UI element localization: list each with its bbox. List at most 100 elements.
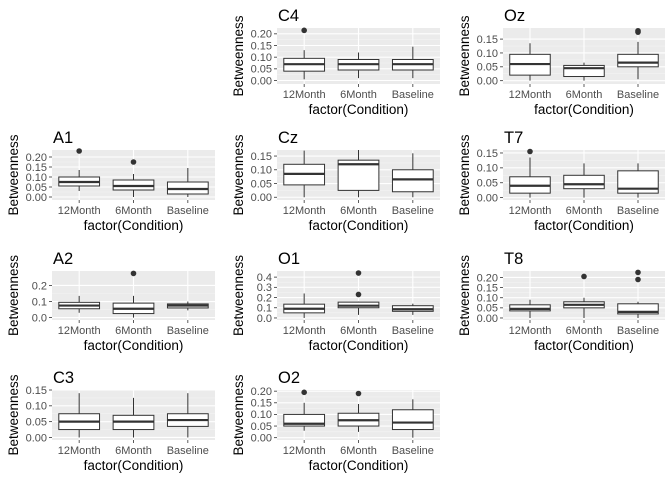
y-tick-label: 0.15 [477,282,498,294]
x-axis-title: factor(Condition) [84,338,184,353]
y-tick-label: 0.15 [251,40,272,52]
x-axis-title: factor(Condition) [309,458,409,473]
x-tick-label: 6Month [340,445,377,457]
y-tick-label: 0.10 [477,293,498,305]
x-tick-label: Baseline [167,325,209,337]
box-6month [563,163,605,198]
y-tick-label: 0.05 [251,64,272,76]
x-tick-label: 12Month [58,325,101,337]
y-tick-label: 0.05 [26,182,47,194]
y-tick-label: 0.20 [251,29,272,41]
y-axis-title: Betweenness [6,374,21,455]
box-baseline [617,27,659,80]
x-tick-label: Baseline [392,205,434,217]
x-tick-label: 6Month [566,325,603,337]
panel-oz: 0.000.05 0.10 0.15 12Month 6Month Baselinefac… [457,7,665,117]
x-tick-label: 12Month [509,89,552,101]
panel-title: O1 [278,250,300,268]
panel-title: Oz [504,7,525,25]
y-tick-label: 0.10 [477,163,498,175]
y-tick-label: 0.0 [32,312,47,324]
y-tick-label: 0.1 [257,303,272,315]
box-baseline [166,393,209,438]
y-tick-label: 0.15 [477,148,498,160]
x-tick-label: 6Month [115,325,152,337]
box-baseline [166,168,209,197]
box-iqr [617,170,659,194]
panel-title: C3 [53,369,74,387]
x-tick-label: 6Month [566,205,603,217]
x-tick-label: 12Month [509,325,552,337]
box-12month [283,150,326,198]
box-12month [58,393,101,438]
x-tick-label: 12Month [58,445,101,457]
box-baseline [391,153,434,198]
y-axis-title: Betweenness [6,255,21,336]
x-tick-label: Baseline [617,205,659,217]
y-tick-label: 0.20 [477,272,498,284]
box-6month [337,150,380,198]
panel-c4: 0.000.050.100.150.20 12Month 6Month Baselin… [231,7,440,117]
x-tick-label: 6Month [566,89,603,101]
box-iqr [283,413,326,427]
y-axis-title: Betweenness [457,15,472,96]
y-tick-label: 0.20 [26,152,47,164]
y-tick-label: 0.00 [477,313,498,325]
x-tick-label: 6Month [340,89,377,101]
x-tick-label: Baseline [392,89,434,101]
y-axis-title: Betweenness [231,15,246,96]
outlier-point [527,148,533,155]
outlier-point [355,291,362,298]
x-tick-label: Baseline [617,89,659,101]
y-tick-label: 0.00 [251,75,272,87]
y-axis-title: Betweenness [457,134,472,215]
x-tick-label: 6Month [115,445,152,457]
outlier-point [581,273,587,280]
y-tick-label: 0.10 [26,172,47,184]
x-axis-title: factor(Condition) [534,102,634,117]
outlier-point [301,389,307,396]
y-tick-label: 0.4 [257,272,272,284]
y-tick-label: 0.00 [251,432,272,444]
box-baseline [391,46,434,79]
x-tick-label: Baseline [392,445,434,457]
y-tick-label: 0.15 [251,151,272,163]
box-12month [509,148,551,198]
y-axis-title: Betweenness [6,134,21,215]
y-axis-title: Betweenness [231,374,246,455]
outlier-point [635,269,641,276]
panel-title: T7 [504,129,523,147]
y-tick-label: 0.15 [251,398,272,410]
y-tick-label: 0.05 [477,62,498,74]
y-tick-label: 0.05 [477,178,498,190]
y-tick-label: 0.05 [251,178,272,190]
y-axis-title: Betweenness [457,255,472,336]
x-tick-label: 6Month [340,325,377,337]
panel-title: Cz [278,129,298,147]
x-tick-label: 6Month [115,205,152,217]
x-axis-title: factor(Condition) [534,338,634,353]
panel-title: A1 [53,129,73,147]
x-tick-label: 12Month [509,205,552,217]
y-tick-label: 0.1 [32,296,47,308]
box-6month [112,397,155,438]
x-tick-label: 12Month [283,325,326,337]
y-tick-label: 0.2 [257,292,272,304]
y-tick-label: 0.10 [26,401,47,413]
y-axis-title: Betweenness [231,134,246,215]
box-12month [509,43,551,81]
x-axis-title: factor(Condition) [309,102,409,117]
box-6month [563,62,605,81]
y-tick-label: 0.3 [257,282,272,294]
x-tick-label: Baseline [617,325,659,337]
x-axis-title: factor(Condition) [309,338,409,353]
box-iqr [391,409,434,431]
panel-t8: 0.000.050.100.150.20 12Month 6Month Baselin… [457,250,665,353]
panel-c3: 0.00 0.05 0.10 0.15 12Month 6Month Baselinefac… [6,369,215,473]
box-baseline [617,269,659,318]
x-axis-title: factor(Condition) [534,218,634,233]
panel-o1: 0.00.10.20.30.4 12Month 6Month Baselinefact… [231,250,440,353]
outlier-point [355,390,362,397]
box-6month [337,270,380,315]
